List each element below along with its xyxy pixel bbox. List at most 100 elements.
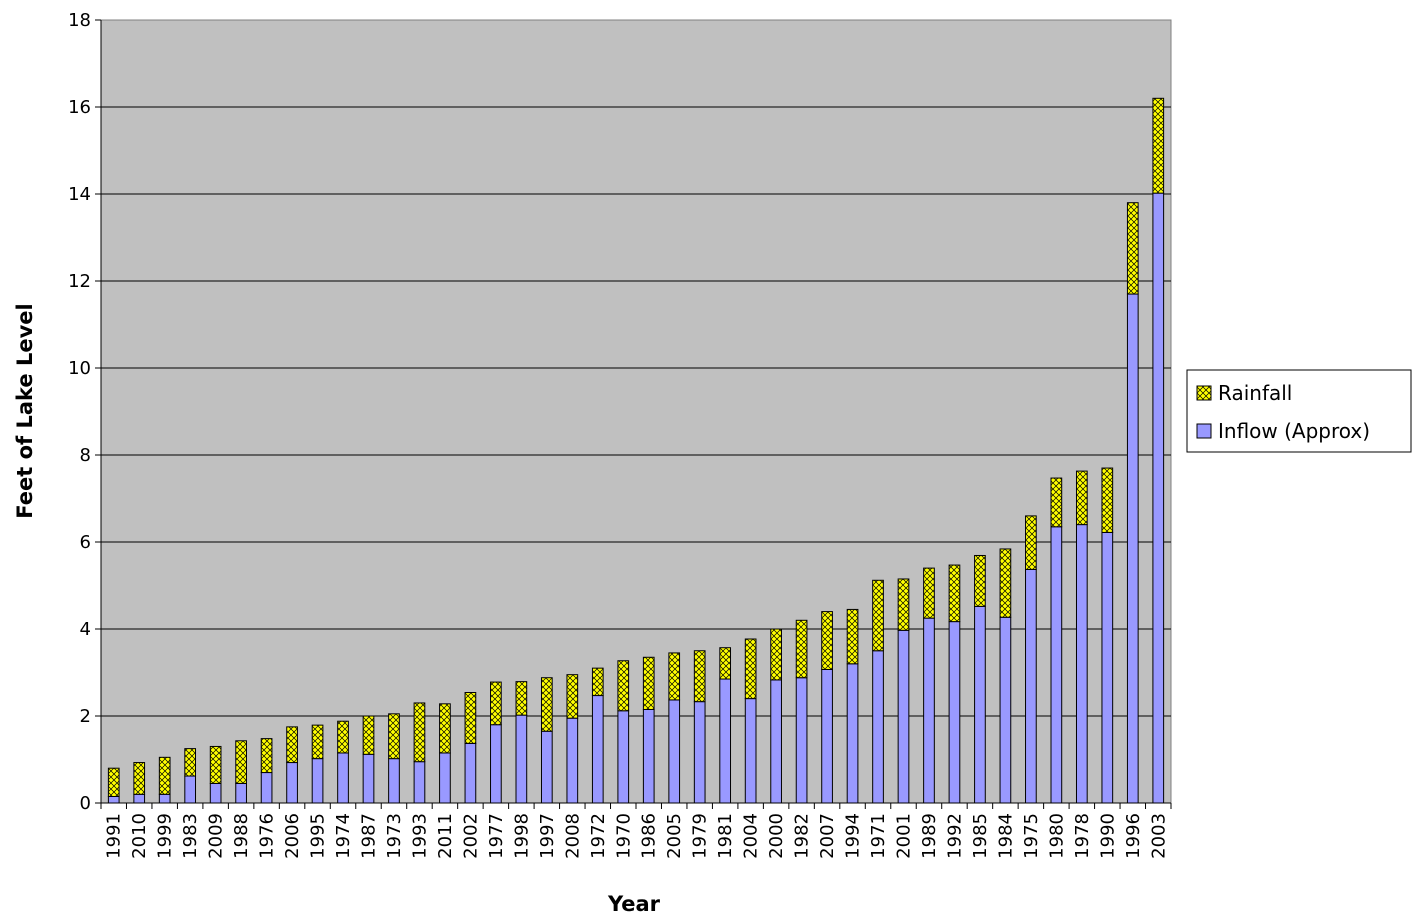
bar-inflow-2001 — [897, 629, 910, 804]
bars — [107, 97, 1165, 804]
x-tick-label: 1984 — [995, 813, 1016, 859]
y-tick-label: 2 — [80, 706, 91, 727]
bar-inflow-1977 — [490, 724, 502, 804]
bar-inflow-2010 — [133, 793, 146, 804]
bar-inflow-1986 — [642, 708, 655, 804]
bar-inflow-2008 — [566, 717, 579, 804]
x-tick-label: 2007 — [817, 813, 838, 859]
y-tick-labels: 0 2 4 6 8 10 12 14 16 18 — [68, 10, 91, 814]
bar-rainfall-1970 — [617, 660, 630, 712]
y-tick-label: 8 — [80, 445, 91, 466]
x-axis-title: Year — [607, 892, 661, 916]
y-tick-label: 4 — [80, 619, 91, 640]
x-tick-label: 1989 — [919, 813, 940, 859]
bar-rainfall-2004 — [744, 638, 757, 700]
bar-rainfall-1978 — [1075, 470, 1088, 526]
x-tick-label: 1977 — [486, 813, 507, 859]
bar-inflow-1973 — [388, 758, 400, 804]
x-tick-label: 1985 — [970, 813, 991, 859]
bar-rainfall-1999 — [158, 756, 171, 795]
bar-rainfall-2005 — [668, 652, 681, 701]
bar-rainfall-2007 — [821, 611, 833, 670]
bar-inflow-2011 — [439, 752, 451, 804]
bar-rainfall-1980 — [1050, 477, 1063, 528]
bar-rainfall-2010 — [133, 762, 146, 795]
x-tick-label: 2002 — [460, 813, 481, 859]
x-tick-label: 1972 — [588, 813, 609, 859]
y-tick-label: 18 — [68, 10, 91, 31]
bar-rainfall-1972 — [591, 667, 604, 697]
bar-rainfall-1976 — [260, 738, 273, 774]
bar-inflow-1975 — [1025, 568, 1037, 804]
bar-inflow-1994 — [846, 663, 859, 804]
x-tick-label: 1973 — [384, 813, 405, 859]
bar-rainfall-1973 — [388, 713, 400, 760]
bar-inflow-2003 — [1152, 192, 1165, 804]
x-tick-label: 1998 — [511, 813, 532, 859]
bar-inflow-1997 — [540, 730, 553, 804]
y-tick-label: 0 — [80, 793, 91, 814]
bar-rainfall-2009 — [209, 745, 222, 784]
bar-inflow-1987 — [362, 753, 375, 804]
x-tick-label: 1986 — [639, 813, 660, 859]
bar-inflow-1974 — [337, 752, 349, 804]
legend-label-inflow: Inflow (Approx) — [1218, 419, 1370, 443]
y-tick-label: 6 — [80, 532, 91, 553]
x-tick-label: 1970 — [613, 813, 634, 859]
x-tick-labels: 1991 2010 1999 1983 2009 1988 1976 2006 1995 1974… — [104, 813, 1170, 859]
bar-inflow-1981 — [719, 678, 732, 804]
bar-inflow-2000 — [770, 679, 782, 804]
legend-label-rainfall: Rainfall — [1218, 381, 1292, 405]
x-tick-label: 2000 — [766, 813, 787, 859]
x-tick-label: 2009 — [206, 813, 227, 859]
x-tick-label: 2003 — [1148, 813, 1169, 859]
bar-inflow-1983 — [184, 775, 197, 804]
bar-rainfall-1985 — [974, 554, 986, 607]
x-tick-label: 1991 — [104, 813, 125, 859]
x-tick-label: 1982 — [792, 813, 813, 859]
x-tick-label: 1992 — [944, 813, 965, 859]
bar-rainfall-2000 — [770, 628, 782, 681]
bar-rainfall-1988 — [235, 740, 247, 784]
bar-inflow-1995 — [311, 758, 324, 804]
x-tick-label: 2010 — [129, 813, 150, 859]
bar-rainfall-1974 — [337, 720, 349, 754]
x-tick-label: 1997 — [537, 813, 558, 859]
bar-rainfall-1990 — [1101, 467, 1114, 533]
bar-rainfall-1993 — [413, 702, 426, 763]
bar-rainfall-1991 — [107, 767, 120, 797]
bar-inflow-1992 — [948, 621, 961, 804]
bar-rainfall-2003 — [1152, 97, 1165, 194]
bar-inflow-1970 — [617, 710, 630, 804]
legend-swatch-rainfall — [1196, 385, 1212, 401]
bar-inflow-1985 — [974, 605, 986, 804]
x-tick-label: 1971 — [868, 813, 889, 859]
x-tick-label: 1974 — [333, 813, 354, 859]
bar-inflow-1988 — [235, 782, 247, 804]
x-tick-label: 2004 — [741, 813, 762, 859]
y-tick-label: 14 — [68, 184, 91, 205]
bar-inflow-1999 — [158, 793, 171, 804]
bar-inflow-1991 — [107, 795, 120, 804]
bar-rainfall-1984 — [999, 548, 1012, 618]
bar-rainfall-1996 — [1126, 202, 1139, 295]
bar-inflow-1979 — [693, 701, 706, 804]
bar-rainfall-1994 — [846, 608, 859, 665]
x-tick-label: 2008 — [562, 813, 583, 859]
x-tick-label: 2005 — [664, 813, 685, 859]
bar-rainfall-1981 — [719, 647, 732, 680]
bar-rainfall-1986 — [642, 656, 655, 710]
x-tick-label: 2011 — [435, 813, 456, 859]
bar-inflow-1972 — [591, 695, 604, 804]
x-tick-label: 1978 — [1072, 813, 1093, 859]
x-tick-label: 1988 — [231, 813, 252, 859]
y-tick-label: 12 — [68, 271, 91, 292]
bar-rainfall-1992 — [948, 564, 961, 623]
bar-inflow-2007 — [821, 668, 833, 804]
bar-rainfall-2011 — [439, 703, 451, 754]
x-tick-label: 1975 — [1021, 813, 1042, 859]
x-tick-label: 1987 — [359, 813, 380, 859]
bar-rainfall-1982 — [795, 619, 808, 679]
x-tick-label: 1990 — [1097, 813, 1118, 859]
